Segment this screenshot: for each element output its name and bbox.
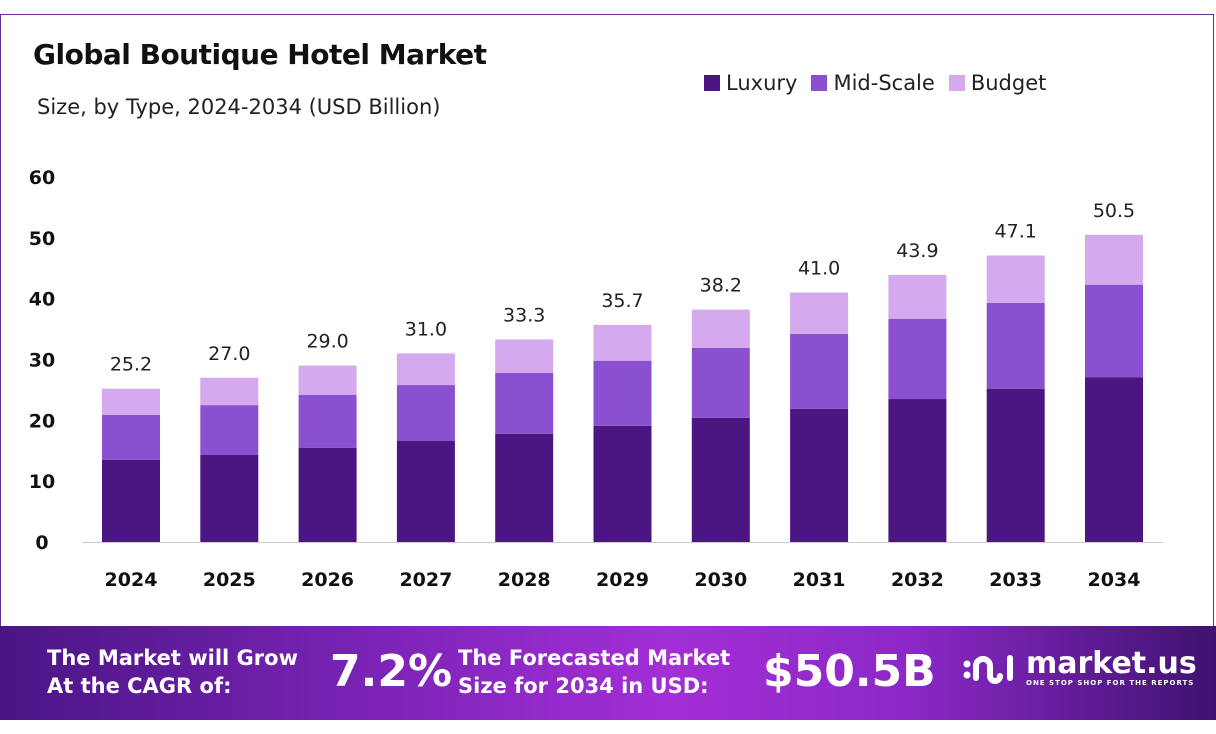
legend-label: Mid-Scale <box>833 71 935 95</box>
x-tick-label: 2031 <box>793 569 846 591</box>
bar-segment-luxury <box>102 459 160 542</box>
total-label: 43.9 <box>896 240 938 262</box>
bar-segment-mid-scale <box>790 333 849 409</box>
legend-swatch <box>811 75 828 91</box>
y-tick-label: 10 <box>29 471 55 493</box>
bar-segment-budget <box>102 388 160 415</box>
cagr-value: 7.2% <box>330 646 453 697</box>
chart-frame <box>0 14 1214 626</box>
stacked-bar-chart: 010203040506025.2202427.0202529.0202631.… <box>29 167 1163 591</box>
legend-swatch <box>704 75 720 91</box>
footer-banner: The Market will Grow At the CAGR of: 7.2%… <box>0 626 1216 720</box>
bar-segment-budget <box>1085 234 1143 285</box>
forecast-label: The Forecasted Market Size for 2034 in US… <box>458 646 731 698</box>
legend-item-luxury: Luxury <box>704 71 797 95</box>
total-label: 29.0 <box>306 331 348 353</box>
bar-segment-mid-scale <box>396 385 455 442</box>
bar-segment-luxury <box>396 441 455 542</box>
bar-segment-luxury <box>593 425 652 542</box>
legend: Luxury Mid-Scale Budget <box>704 71 1046 95</box>
bar-segment-mid-scale <box>495 372 554 434</box>
bar-segment-luxury <box>200 455 259 542</box>
bar-segment-mid-scale <box>1085 284 1143 378</box>
x-tick-label: 2026 <box>301 569 354 591</box>
bar-segment-mid-scale <box>691 347 750 418</box>
total-label: 41.0 <box>798 258 840 280</box>
bar-segment-budget <box>593 324 652 361</box>
bar-segment-mid-scale <box>298 394 357 448</box>
x-tick-label: 2029 <box>596 569 649 591</box>
bar-segment-budget <box>200 377 259 406</box>
total-label: 31.0 <box>405 318 447 340</box>
total-label: 50.5 <box>1093 200 1135 222</box>
bar-segment-budget <box>495 339 554 373</box>
bar-segment-luxury <box>298 447 357 542</box>
y-tick-label: 60 <box>29 167 55 189</box>
bar-segment-mid-scale <box>200 405 259 456</box>
y-tick-label: 20 <box>29 410 55 432</box>
bar-segment-mid-scale <box>102 414 160 460</box>
x-tick-label: 2030 <box>694 569 747 591</box>
bar-segment-budget <box>298 365 357 395</box>
total-label: 35.7 <box>601 290 643 312</box>
bar-segment-mid-scale <box>888 318 947 400</box>
market-us-logo: market.us ONE STOP SHOP FOR THE REPORTS <box>962 648 1197 688</box>
bar-segment-luxury <box>888 399 947 542</box>
cagr-label: The Market will Grow At the CAGR of: <box>47 646 298 698</box>
total-label: 27.0 <box>208 343 250 365</box>
y-tick-label: 0 <box>35 532 48 554</box>
y-tick-label: 40 <box>29 289 55 311</box>
bar-segment-budget <box>986 255 1045 303</box>
x-tick-label: 2033 <box>989 569 1042 591</box>
total-label: 25.2 <box>110 354 152 376</box>
y-tick-label: 50 <box>29 228 55 250</box>
y-tick-label: 30 <box>29 350 55 372</box>
legend-item-mid-scale: Mid-Scale <box>811 71 935 95</box>
bar-segment-luxury <box>1085 377 1143 542</box>
x-tick-label: 2024 <box>105 569 158 591</box>
bar-segment-budget <box>396 353 455 386</box>
bar-segment-budget <box>790 292 849 334</box>
total-label: 47.1 <box>995 220 1037 242</box>
forecast-value: $50.5B <box>763 646 936 697</box>
logo-icon <box>963 655 1013 684</box>
chart-subtitle: Size, by Type, 2024-2034 (USD Billion) <box>37 95 441 119</box>
bar-segment-mid-scale <box>986 302 1045 389</box>
legend-swatch <box>948 75 965 91</box>
legend-item-budget: Budget <box>948 71 1047 95</box>
bar-segment-luxury <box>495 433 554 542</box>
x-tick-label: 2025 <box>203 569 256 591</box>
chart-title: Global Boutique Hotel Market <box>33 38 487 71</box>
legend-label: Luxury <box>726 71 798 95</box>
bar-segment-mid-scale <box>593 360 652 426</box>
total-label: 33.3 <box>503 304 545 326</box>
bar-segment-luxury <box>790 408 849 542</box>
x-tick-label: 2034 <box>1088 569 1141 591</box>
x-tick-label: 2027 <box>399 569 452 591</box>
bar-segment-luxury <box>691 417 750 542</box>
bar-segment-budget <box>888 274 947 319</box>
legend-label: Budget <box>970 71 1047 95</box>
x-tick-label: 2028 <box>498 569 551 591</box>
bar-segment-luxury <box>986 388 1045 542</box>
x-tick-label: 2032 <box>891 569 944 591</box>
bar-segment-budget <box>691 309 750 348</box>
total-label: 38.2 <box>700 275 742 297</box>
